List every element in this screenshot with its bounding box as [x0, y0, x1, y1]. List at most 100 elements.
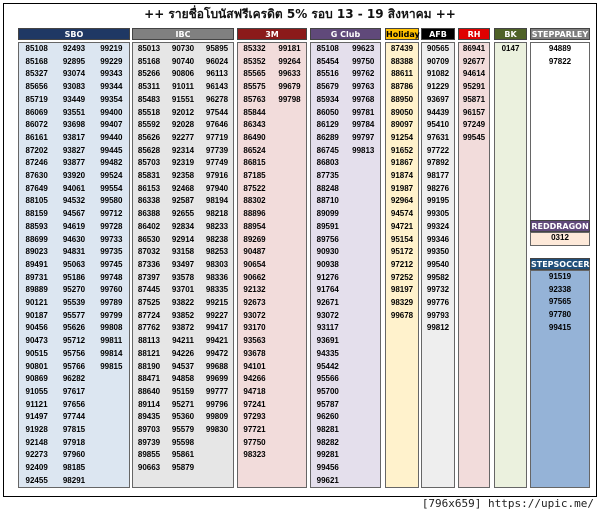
cell: 99763	[352, 82, 375, 92]
cell: 86161	[25, 132, 48, 142]
cell: 93083	[62, 82, 86, 92]
cell: 99809	[205, 412, 229, 422]
cell: 86069	[25, 107, 48, 117]
cell: 90806	[171, 69, 195, 79]
cell: 88471	[137, 374, 161, 384]
column-body	[494, 42, 527, 488]
cell: 88710	[316, 196, 339, 206]
cell: 92028	[171, 120, 195, 130]
cell: 85656	[25, 82, 48, 92]
cell: 86388	[137, 209, 161, 219]
cell: 98177	[426, 171, 450, 180]
column-header: SBO	[18, 28, 130, 40]
cell: 90930	[316, 247, 339, 257]
cell: 97241	[243, 399, 266, 409]
cell: 88640	[137, 386, 161, 396]
cell: 98323	[243, 450, 266, 460]
column-header: BK	[494, 28, 527, 40]
cell: 99582	[426, 272, 450, 282]
cell: 92455	[25, 475, 48, 485]
cell: 87336	[137, 259, 161, 269]
cell: 99789	[100, 298, 123, 307]
cell: 87185	[243, 171, 266, 180]
cell: 92895	[62, 56, 86, 66]
cell: 85592	[137, 120, 161, 130]
title: ++ รายชื่อโบนัสฟรีเครดิต 5% รอบ 13 - 19 …	[144, 7, 456, 21]
cell: 99808	[100, 323, 123, 333]
cell: 85844	[243, 107, 266, 117]
cell: 94614	[462, 69, 486, 79]
cell: 95700	[316, 386, 339, 396]
cell: 91874	[390, 171, 414, 180]
cell: 98185	[62, 463, 86, 473]
column-header: STEPPARLEY	[530, 28, 590, 40]
cell: 92914	[171, 234, 195, 244]
cell: 93678	[243, 348, 266, 358]
cell: 99732	[426, 285, 450, 295]
cell: 90709	[426, 56, 450, 66]
cell: 85518	[137, 107, 161, 117]
cell: 99712	[100, 209, 123, 219]
cell: 99305	[426, 209, 450, 219]
cell: 90565	[426, 44, 450, 53]
cell: 90869	[25, 374, 48, 384]
cell: 85763	[243, 94, 266, 104]
cell: 93578	[171, 272, 195, 282]
cell: 92132	[243, 285, 266, 295]
cell: 99811	[100, 336, 123, 346]
cell: 94211	[172, 336, 194, 346]
cell: 95626	[62, 323, 86, 333]
column-header: G Club	[310, 28, 381, 40]
cell: 99733	[100, 234, 123, 244]
cell: 99524	[100, 171, 123, 180]
cell: 92273	[25, 450, 48, 460]
cell: 90456	[25, 323, 48, 333]
cell: 88190	[137, 361, 161, 371]
cell: 90515	[25, 348, 48, 358]
cell: 89269	[243, 234, 266, 244]
cell: 99324	[426, 221, 450, 231]
cell: 95270	[62, 285, 86, 295]
cell: 97918	[62, 437, 86, 447]
cell: 95186	[62, 272, 86, 282]
cell: 95172	[390, 247, 414, 257]
cell: 92677	[462, 56, 486, 66]
cell: 97212	[390, 259, 414, 269]
cell: 94226	[171, 348, 195, 358]
cell: 97293	[243, 412, 266, 422]
cell: 87445	[137, 285, 161, 295]
cell: 86941	[462, 44, 486, 53]
cell: 88159	[25, 209, 48, 219]
cell: 99623	[352, 44, 375, 53]
cell: 97722	[426, 145, 450, 155]
cell: 89731	[25, 272, 48, 282]
cell: 99482	[100, 158, 123, 168]
column-body	[458, 42, 490, 488]
cell: 94335	[316, 348, 339, 358]
cell: 86153	[137, 183, 161, 193]
cell: 85168	[137, 56, 161, 66]
cell: 97744	[62, 412, 86, 422]
cell: 95787	[316, 399, 339, 409]
cell: 93170	[243, 323, 266, 333]
cell: 96157	[462, 107, 486, 117]
cell: 95159	[171, 386, 195, 396]
cell: 97719	[205, 132, 229, 142]
cell: 99400	[100, 107, 123, 117]
cell: 85626	[137, 132, 161, 142]
cell: 92409	[25, 463, 48, 473]
cell: 87735	[316, 171, 339, 180]
cell: 95410	[426, 120, 450, 130]
cell: 92673	[243, 298, 266, 307]
cell: 99760	[100, 285, 123, 295]
cell: 99750	[352, 56, 375, 66]
cell: 95577	[62, 310, 86, 320]
cell: 99472	[205, 348, 229, 358]
cell: 93827	[62, 145, 86, 155]
cell: 87724	[137, 310, 161, 320]
cell: 97750	[243, 437, 266, 447]
cell: 93449	[62, 94, 86, 104]
column-body	[237, 42, 307, 488]
cell: 90730	[171, 44, 195, 53]
cell: 92587	[171, 196, 195, 206]
